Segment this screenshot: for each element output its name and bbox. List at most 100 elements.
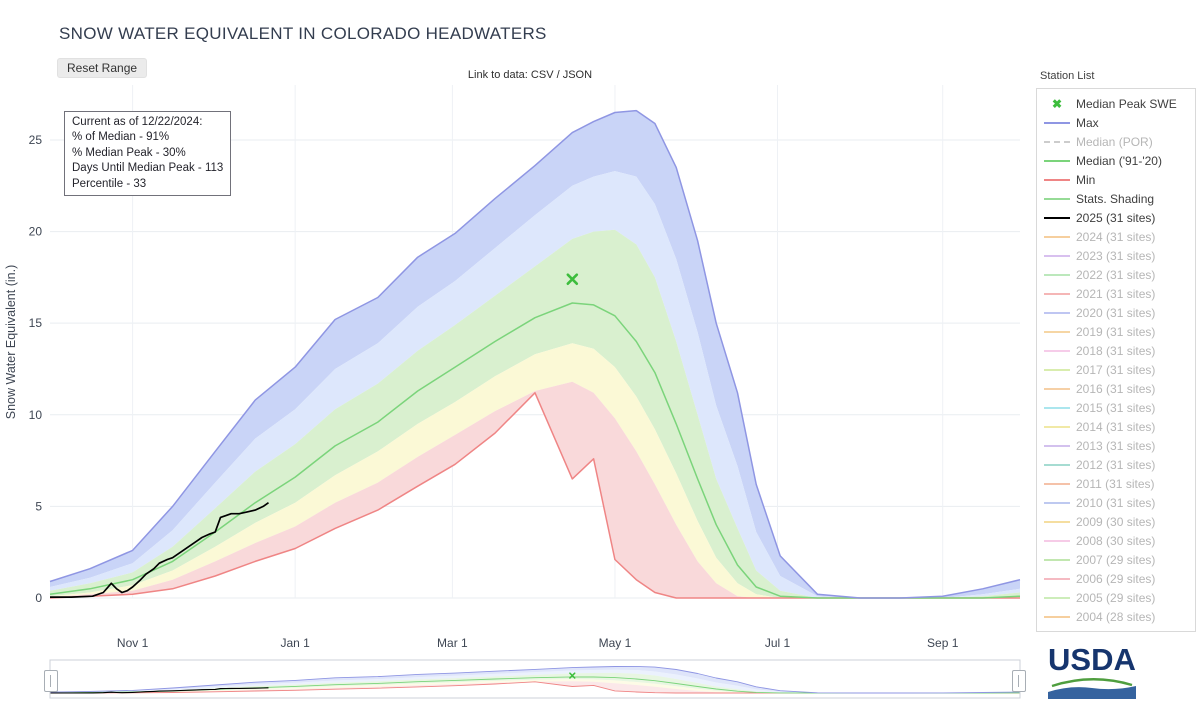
legend-line [1044,444,1070,447]
line-swatch-icon [1041,140,1073,143]
legend-item-2006-29-sites[interactable]: 2006 (29 sites) [1041,569,1195,588]
legend-item-2017-31-sites[interactable]: 2017 (31 sites) [1041,360,1195,379]
legend-line [1044,501,1070,504]
x-tick-label: Mar 1 [437,636,468,650]
stats-shading-band [50,229,1020,598]
legend-item-label: 2005 (29 sites) [1076,590,1156,605]
legend-line [1044,577,1070,580]
line-swatch-icon [1041,273,1073,276]
legend-item-2013-31-sites[interactable]: 2013 (31 sites) [1041,436,1195,455]
data-link: Link to data: CSV / JSON [360,69,700,81]
x-tick-label: Jan 1 [280,636,310,650]
reset-range-button[interactable]: Reset Range [57,58,148,78]
legend-line [1044,425,1070,428]
line-swatch-icon [1041,482,1073,485]
legend-item-label: 2016 (31 sites) [1076,381,1156,396]
legend-line [1044,311,1070,314]
legend-line [1044,596,1070,599]
series-line-max [49,665,1021,694]
legend-item-label: 2010 (31 sites) [1076,495,1156,510]
legend-line [1044,368,1070,371]
line-swatch-icon [1041,330,1073,333]
legend-item-median-91-20[interactable]: Median ('91-'20) [1041,151,1195,170]
legend-line [1044,463,1070,466]
line-swatch-icon [1041,311,1073,314]
legend-item-max[interactable]: Max [1041,113,1195,132]
legend-item-label: 2020 (31 sites) [1076,305,1156,320]
legend-item-label: 2015 (31 sites) [1076,400,1156,415]
legend-line [1044,520,1070,523]
legend-item-median-peak-swe[interactable]: ✖ Median Peak SWE [1041,94,1195,113]
current-conditions-annotation: Current as of 12/22/2024: % of Median - 9… [64,111,232,197]
legend-item-2022-31-sites[interactable]: 2022 (31 sites) [1041,265,1195,284]
x-tick-label: Nov 1 [117,636,149,650]
legend-line [1044,330,1070,333]
range-slider-chart [49,665,1021,694]
annotation-line: Percentile - 33 [72,177,147,190]
usda-green-arc [1051,678,1133,688]
csv-link[interactable]: CSV [530,69,554,81]
range-slider[interactable] [49,659,1021,699]
y-tick-label: 0 [35,591,42,605]
rangeslider-handle-left[interactable] [44,670,58,692]
line-swatch-icon [1041,577,1073,580]
page-title: SNOW WATER EQUIVALENT IN COLORADO HEADWA… [59,24,547,43]
median-peak-swe-marker [566,273,579,286]
legend-item-label: 2017 (31 sites) [1076,362,1156,377]
stats-shading-band [50,666,1020,693]
stats-shading-band [50,110,1020,598]
line-swatch-icon [1041,197,1073,200]
legend-item-label: 2013 (31 sites) [1076,438,1156,453]
median-peak-swe-marker [569,672,576,679]
legend-item-2011-31-sites[interactable]: 2011 (31 sites) [1041,474,1195,493]
usda-blue-wave [1048,686,1136,699]
usda-logo: USDA [1048,644,1140,704]
legend-item-2009-30-sites[interactable]: 2009 (30 sites) [1041,512,1195,531]
legend-item-2010-31-sites[interactable]: 2010 (31 sites) [1041,493,1195,512]
line-swatch-icon [1041,539,1073,542]
legend-item-2014-31-sites[interactable]: 2014 (31 sites) [1041,417,1195,436]
json-link[interactable]: JSON [562,69,593,81]
rangeslider-handle-right[interactable] [1012,670,1026,692]
legend-item-2015-31-sites[interactable]: 2015 (31 sites) [1041,398,1195,417]
legend-item-2007-29-sites[interactable]: 2007 (29 sites) [1041,550,1195,569]
annotation-line: % Median Peak - 30% [72,146,186,159]
stats-shading-band [50,171,1020,598]
legend-line [1044,558,1070,561]
y-tick-label: 5 [35,499,42,513]
legend-item-label: Stats. Shading [1076,191,1155,206]
series-line-median-91-20- [49,302,1021,599]
legend-item-min[interactable]: Min [1041,170,1195,189]
legend-item-stats-shading[interactable]: Stats. Shading [1041,189,1195,208]
line-swatch-icon [1041,235,1073,238]
stats-shading-band [50,381,1020,598]
legend-item-label: 2022 (31 sites) [1076,267,1156,282]
legend-item-2008-30-sites[interactable]: 2008 (30 sites) [1041,531,1195,550]
data-link-prefix: Link to data: [467,69,528,81]
annotation-line: % of Median - 91% [72,131,170,144]
annotation-line: Current as of 12/22/2024: [72,116,203,128]
line-swatch-icon [1041,121,1073,124]
legend-item-2025-31-sites[interactable]: 2025 (31 sites) [1041,208,1195,227]
legend-item-label: 2006 (29 sites) [1076,571,1156,586]
legend-item-2004-28-sites[interactable]: 2004 (28 sites) [1041,607,1195,626]
legend-item-label: Median ('91-'20) [1076,153,1162,168]
legend-item-2023-31-sites[interactable]: 2023 (31 sites) [1041,246,1195,265]
legend-item-2020-31-sites[interactable]: 2020 (31 sites) [1041,303,1195,322]
series-line-2025 [50,687,269,694]
legend-item-2021-31-sites[interactable]: 2021 (31 sites) [1041,284,1195,303]
legend-item-2024-31-sites[interactable]: 2024 (31 sites) [1041,227,1195,246]
legend-item-2016-31-sites[interactable]: 2016 (31 sites) [1041,379,1195,398]
legend-item-label: 2009 (30 sites) [1076,514,1156,529]
legend-item-label: Median Peak SWE [1076,96,1177,111]
series-line-2025 [50,502,269,598]
annotation-line: Days Until Median Peak - 113 [72,162,224,175]
legend-item-2012-31-sites[interactable]: 2012 (31 sites) [1041,455,1195,474]
legend-item-2018-31-sites[interactable]: 2018 (31 sites) [1041,341,1195,360]
legend-item-median-por[interactable]: Median (POR) [1041,132,1195,151]
legend-item-2005-29-sites[interactable]: 2005 (29 sites) [1041,588,1195,607]
line-swatch-icon [1041,596,1073,599]
legend-item-label: Min [1076,172,1096,187]
legend-item-2019-31-sites[interactable]: 2019 (31 sites) [1041,322,1195,341]
line-swatch-icon [1041,501,1073,504]
